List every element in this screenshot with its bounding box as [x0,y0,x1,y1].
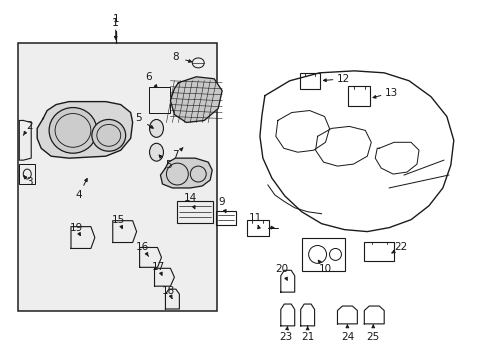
Text: 22: 22 [394,243,407,252]
Text: 17: 17 [152,262,165,272]
Text: 6: 6 [145,72,152,82]
Polygon shape [160,158,212,188]
Text: 19: 19 [69,222,82,233]
Bar [18,43,217,311]
Bar [216,211,236,225]
Bar [347,86,369,105]
Text: 20: 20 [275,264,288,274]
Text: 18: 18 [162,286,175,296]
Bar [364,242,393,261]
Text: 23: 23 [279,332,292,342]
Bar [246,220,268,235]
Polygon shape [170,77,222,122]
Bar [299,73,319,89]
Polygon shape [37,102,132,158]
Text: 8: 8 [172,52,178,62]
Text: 5: 5 [165,160,171,170]
Bar [177,201,213,223]
Text: 7: 7 [172,150,178,160]
Ellipse shape [92,120,125,151]
Text: 11: 11 [249,213,262,223]
Bar [19,164,35,184]
Text: 2: 2 [26,121,33,131]
Text: 10: 10 [318,264,331,274]
Text: 3: 3 [26,177,33,187]
Text: 24: 24 [340,332,353,342]
Text: 16: 16 [136,243,149,252]
Text: 12: 12 [336,74,349,84]
Text: 1: 1 [112,18,119,28]
Text: 15: 15 [112,215,125,225]
Text: 9: 9 [218,197,225,207]
Text: 13: 13 [384,88,397,98]
Text: 5: 5 [135,113,142,123]
Bar [148,87,170,113]
Ellipse shape [49,108,97,153]
Text: 4: 4 [76,190,82,200]
Text: 14: 14 [183,193,197,203]
Text: 1: 1 [112,14,119,24]
Text: 21: 21 [301,332,314,342]
Bar [301,238,345,271]
Ellipse shape [149,120,163,137]
Text: 25: 25 [366,332,379,342]
Ellipse shape [149,143,163,161]
